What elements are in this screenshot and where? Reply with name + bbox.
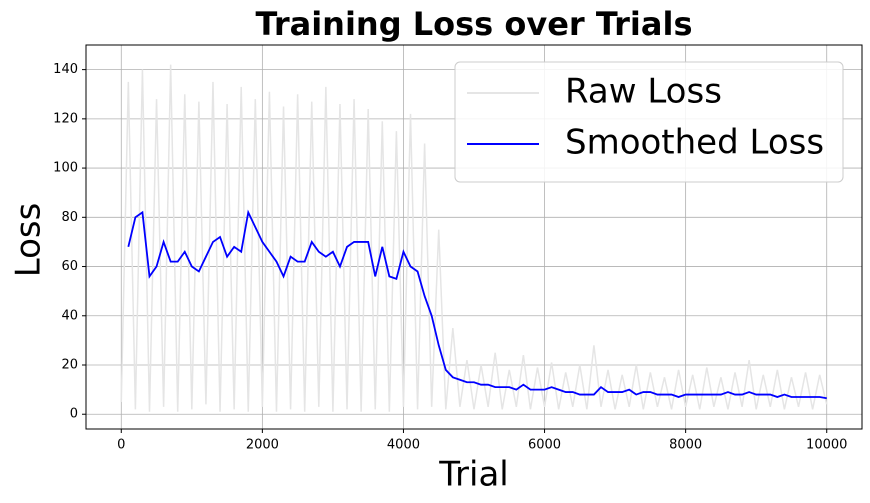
data-line — [120, 64, 828, 412]
x-tick-label: 10000 — [806, 438, 847, 453]
data-line — [127, 209, 827, 400]
x-tick-label: 8000 — [669, 438, 702, 453]
y-tick-label: 120 — [53, 111, 78, 126]
legend-box — [454, 61, 844, 183]
x-tick-label: 4000 — [387, 438, 420, 453]
x-tick-label: 6000 — [528, 438, 561, 453]
legend: Raw Loss Smoothed Loss — [454, 61, 844, 183]
y-tick-label: 20 — [61, 358, 78, 373]
legend-label: Smoothed Loss — [565, 123, 824, 163]
legend-label: Raw Loss — [565, 72, 722, 112]
y-tick-label: 80 — [61, 210, 78, 225]
y-tick-label: 0 — [70, 407, 78, 422]
y-axis-label: Loss — [9, 203, 49, 278]
x-tick-label: 2000 — [246, 438, 279, 453]
y-tick-label: 140 — [53, 62, 78, 77]
y-tick-label: 40 — [61, 308, 78, 323]
y-tick-label: 100 — [53, 161, 78, 176]
chart-title: Training Loss over Trials — [256, 5, 693, 43]
plot-frame — [85, 44, 863, 430]
y-tick-label: 60 — [61, 259, 78, 274]
x-tick-label: 0 — [117, 438, 125, 453]
x-axis-label: Trial — [438, 455, 508, 495]
